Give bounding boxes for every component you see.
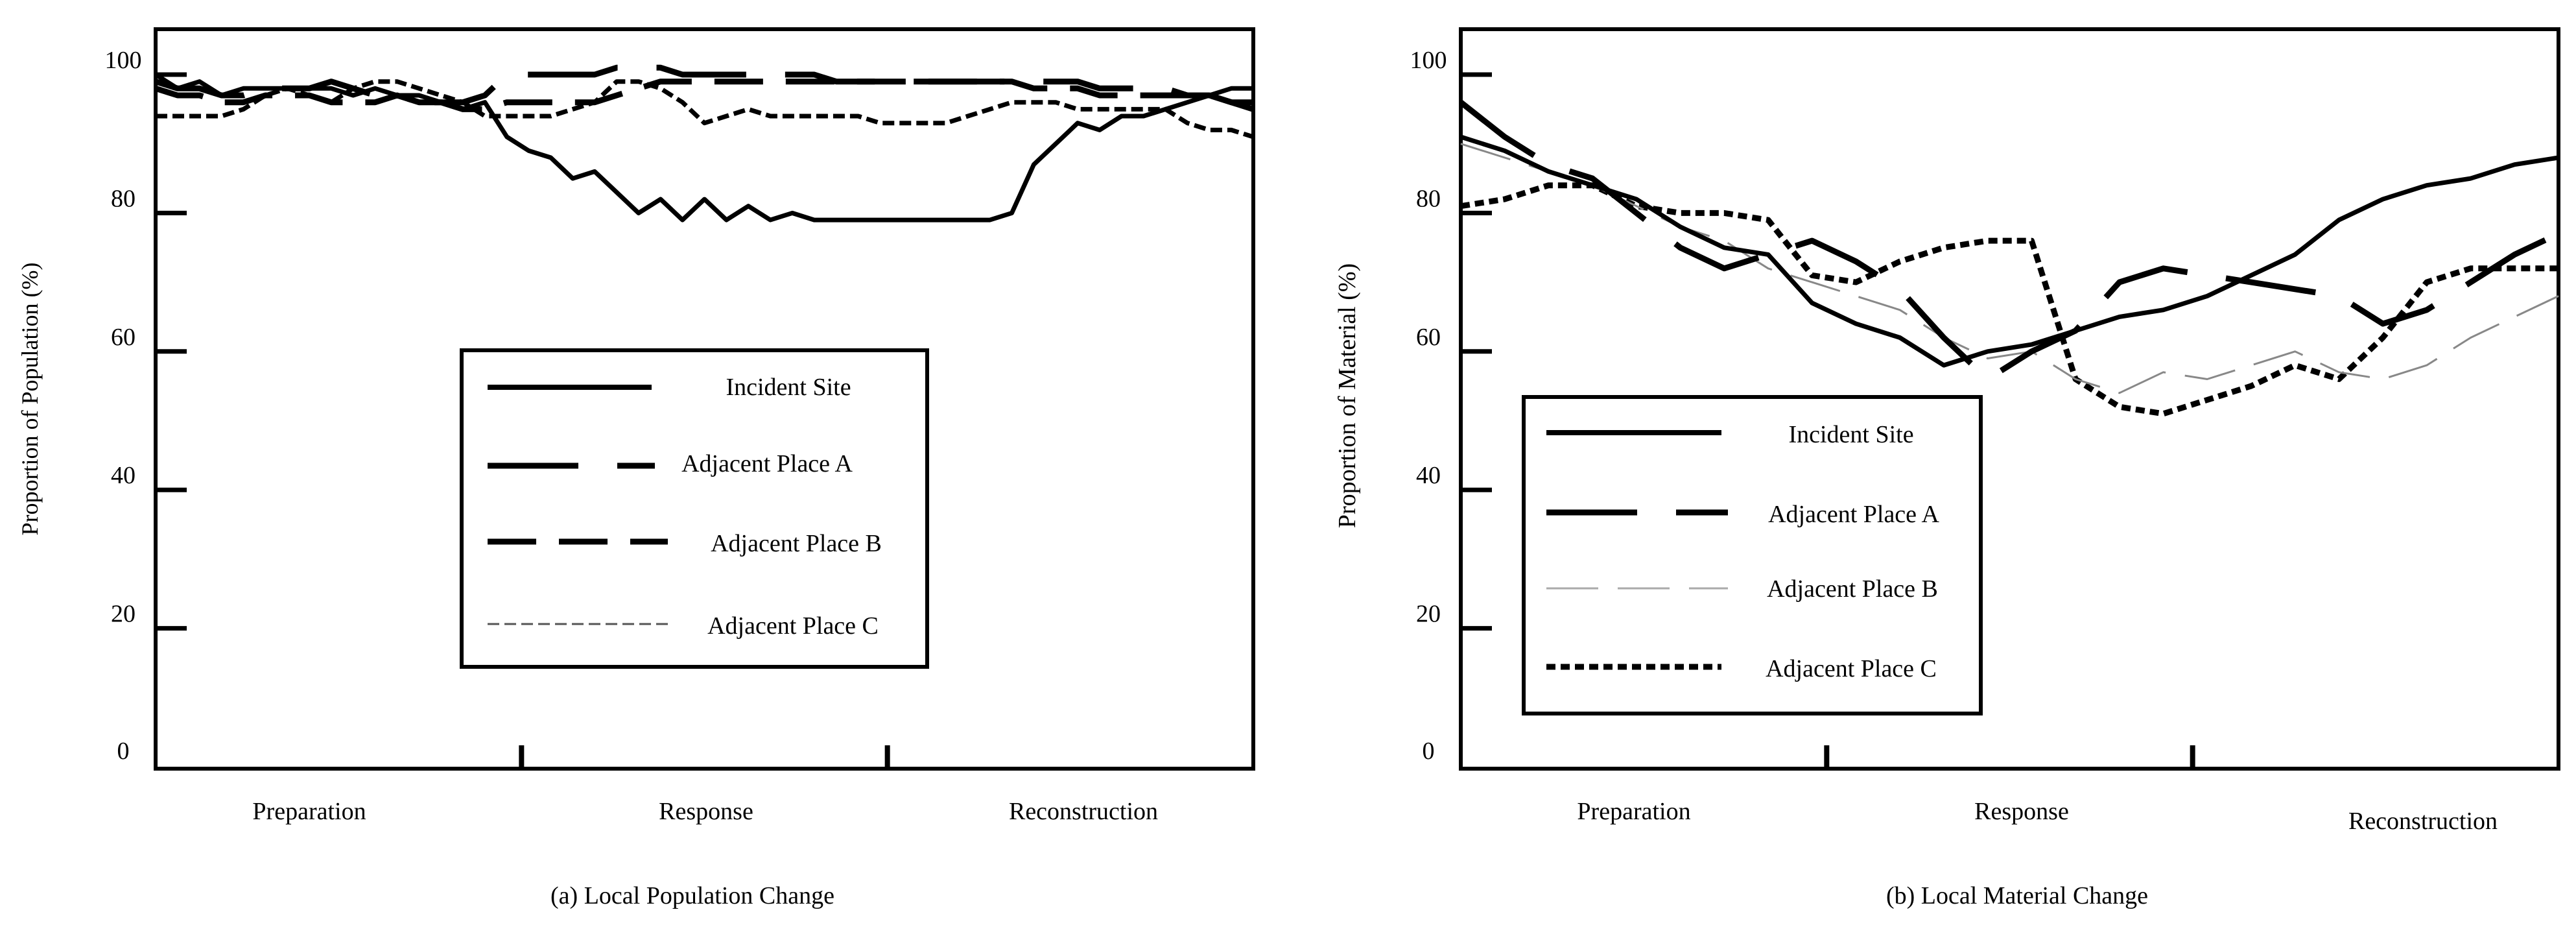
panel-b-series <box>1459 100 2560 417</box>
panel-b-plot-frame <box>1459 27 2560 771</box>
legend-label-adjacent-place-b: Adjacent Place B <box>1767 575 1938 603</box>
legend-label-incident-site: Incident Site <box>1788 421 1913 448</box>
legend-label-adjacent-place-c: Adjacent Place C <box>1766 655 1937 682</box>
y-tick-label: 100 <box>1410 47 1447 74</box>
panel-a: 0 20 40 60 80 100 Proportion of Population (%… <box>17 27 1255 909</box>
panel-a-category-label: Preparation <box>252 798 366 825</box>
y-tick-label: 20 <box>1416 601 1441 628</box>
y-tick-label: 40 <box>111 462 136 489</box>
panel-a-category-label: Response <box>659 798 753 825</box>
legend-label-adjacent-place-a: Adjacent Place A <box>681 450 853 477</box>
y-tick-label: 20 <box>111 601 136 628</box>
y-tick-label: 60 <box>111 324 136 351</box>
legend-label-adjacent-place-c: Adjacent Place C <box>707 612 879 640</box>
y-tick-label: 100 <box>105 47 142 74</box>
panel-b-category-label: Response <box>1974 798 2069 825</box>
y-tick-label: 40 <box>1416 462 1441 489</box>
legend-label-adjacent-place-a: Adjacent Place A <box>1768 501 1939 528</box>
series-line-adjacent-place-b <box>1460 143 2559 394</box>
legend-label-adjacent-place-b: Adjacent Place B <box>711 530 882 557</box>
panel-b-category-label: Reconstruction <box>2348 808 2498 835</box>
y-tick-label: 0 <box>1423 738 1435 765</box>
panel-b-category-label: Preparation <box>1577 798 1690 825</box>
series-line-incident-site <box>1459 134 2559 368</box>
panel-b-ticks: 0 20 40 60 80 100 <box>1410 47 2195 769</box>
panel-a-legend-box <box>460 348 929 669</box>
y-tick-label: 60 <box>1416 324 1441 351</box>
legend-label-incident-site: Incident Site <box>726 374 851 401</box>
series-line-adjacent-place-c <box>156 79 1255 139</box>
panel-a-ylabel: Proportion of Population (%) <box>17 263 43 536</box>
panel-a-legend: Incident Site Adjacent Place A Adjacent … <box>460 348 929 669</box>
series-line-adjacent-place-a <box>1459 100 2560 382</box>
panel-b-ylabel: Proportion of Material (%) <box>1334 263 1361 528</box>
panel-a-ticks: 0 20 40 60 80 100 <box>105 47 890 769</box>
panel-a-series <box>154 64 1255 222</box>
panel-a-plot-frame <box>154 27 1255 771</box>
series-line-adjacent-place-b <box>154 78 1253 112</box>
panel-a-title: (a) Local Population Change <box>550 882 834 909</box>
y-tick-label: 80 <box>111 185 136 212</box>
series-line-adjacent-place-c <box>1460 182 2558 417</box>
series-line-incident-site <box>154 73 1253 222</box>
panel-b-title: (b) Local Material Change <box>1886 882 2148 909</box>
y-tick-label: 80 <box>1416 185 1441 212</box>
y-tick-label: 0 <box>117 738 130 765</box>
series-line-adjacent-place-a <box>154 64 1255 112</box>
panel-b-legend: Incident Site Adjacent Place A Adjacent … <box>1522 395 1983 715</box>
panel-b-legend-box <box>1522 395 1983 715</box>
panel-a-category-label: Reconstruction <box>1009 798 1158 825</box>
